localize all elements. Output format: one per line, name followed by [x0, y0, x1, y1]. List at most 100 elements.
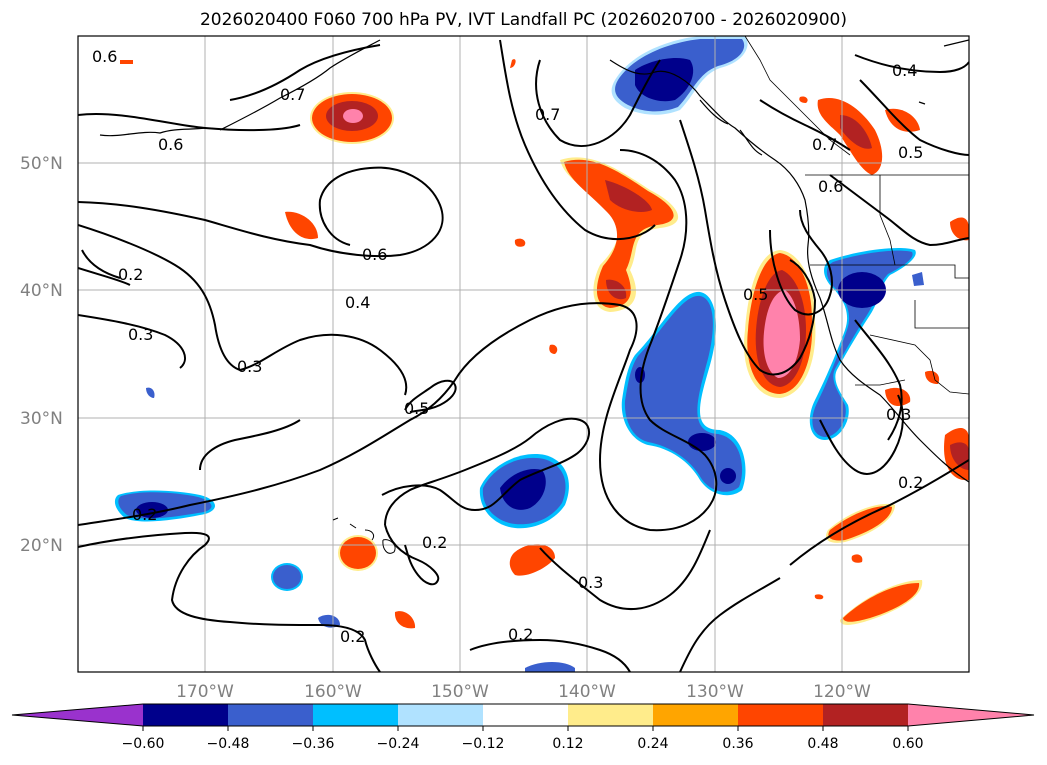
- contour-label: 0.6: [362, 245, 387, 264]
- contour-label: 0.5: [898, 143, 923, 162]
- contour-labels: 0.6 0.7 0.6 0.7 0.4 0.5 0.7 0.6 0.6 0.2 …: [92, 47, 923, 646]
- contour-0.3-west: [78, 314, 186, 369]
- contour-0.4-east: [854, 54, 969, 74]
- positive-anomaly-north: [310, 92, 394, 144]
- colorbar-extend-min: [12, 704, 143, 726]
- contour-0.2-southeast: [789, 459, 969, 566]
- contour-label: 0.3: [128, 325, 153, 344]
- contour-0.6-center: [78, 166, 444, 258]
- contour-label: 0.2: [340, 627, 365, 646]
- negative-anomaly-alaska: [611, 36, 748, 115]
- contour-0.6-northwest: [78, 113, 301, 132]
- contour-label: 0.3: [237, 357, 262, 376]
- contour-label: 0.2: [118, 265, 143, 284]
- colorbar-tick-label: 0.48: [807, 736, 838, 752]
- gridlines: [78, 36, 969, 672]
- colorbar-segment: [738, 704, 824, 726]
- contour-0.7-north: [229, 44, 381, 101]
- colorbar-extend-max: [908, 704, 1034, 726]
- contour-0.5-trough: [679, 119, 817, 376]
- contour-0.2-west: [78, 249, 131, 286]
- contour-label: 0.6: [818, 177, 843, 196]
- lon-label: 170°W: [176, 682, 234, 702]
- contour-label: 0.6: [158, 135, 183, 154]
- contour-label: 0.7: [280, 85, 305, 104]
- coastlines: [99, 39, 969, 483]
- contour-label: 0.2: [898, 473, 923, 492]
- contour-label: 0.5: [743, 285, 768, 304]
- lat-label: 30°N: [20, 409, 63, 429]
- colorbar-tick-label: −0.60: [122, 736, 165, 752]
- contour-0.6-coast: [829, 174, 969, 247]
- colorbar-tick-label: 0.12: [552, 736, 583, 752]
- colorbar-segment: [228, 704, 314, 726]
- contour-label: 0.2: [508, 625, 533, 644]
- colorbar-tick-label: 0.36: [722, 736, 753, 752]
- contour-0.2-center: [384, 524, 440, 586]
- contour-label: 0.2: [132, 505, 157, 524]
- contour-0.4: [78, 224, 408, 396]
- contour-label: 0.4: [345, 293, 370, 312]
- contour-0.2-bottom: [469, 638, 631, 672]
- colorbar-tick-label: 0.60: [892, 736, 923, 752]
- lon-label: 160°W: [304, 682, 362, 702]
- contour-0.7-trough: [535, 59, 661, 147]
- contour-label: 0.6: [92, 47, 117, 66]
- contour-0.2-right: [679, 577, 781, 672]
- contour-label: 0.5: [404, 399, 429, 418]
- contour-label: 0.2: [422, 533, 447, 552]
- hawaii-islands: [332, 517, 396, 554]
- lon-label: 130°W: [686, 682, 744, 702]
- contour-0.6-trough: [499, 39, 656, 241]
- lon-label: 120°W: [813, 682, 871, 702]
- map-title: 2026020400 F060 700 hPa PV, IVT Landfall…: [199, 10, 847, 30]
- negative-anomaly-southwest: [114, 387, 575, 672]
- contour-label: 0.4: [892, 61, 917, 80]
- contour-0.4-lower: [199, 419, 301, 471]
- contour-0.3-south: [381, 417, 590, 526]
- map-area: [78, 36, 969, 672]
- contour-0.6-east: [769, 209, 833, 316]
- contour-0.3-lower: [539, 529, 711, 611]
- contour-0.5-lower: [404, 379, 457, 413]
- colorbar-segment: [143, 704, 229, 726]
- colorbar-tick-label: 0.24: [637, 736, 668, 752]
- colorbar-tick-label: −0.24: [377, 736, 420, 752]
- lat-label: 40°N: [20, 281, 63, 301]
- positive-anomaly-south: [120, 59, 923, 629]
- lon-label: 150°W: [431, 682, 489, 702]
- colorbar-segment: [568, 704, 654, 726]
- political-borders: [744, 36, 969, 395]
- positive-anomaly-streak: [560, 157, 679, 312]
- contour-0.2-southwest: [78, 531, 381, 672]
- colorbar-tick-label: −0.12: [462, 736, 505, 752]
- colorbar-segment: [823, 704, 909, 726]
- contour-0.5-east: [859, 79, 969, 156]
- contour-0.7-east: [759, 99, 851, 151]
- map-border: [77, 35, 970, 673]
- colorbar-segment: [398, 704, 484, 726]
- contour-label: 0.3: [578, 573, 603, 592]
- colorbar-segment: [313, 704, 399, 726]
- longitude-labels: 170°W 160°W 150°W 140°W 130°W 120°W: [176, 682, 871, 702]
- lat-label: 50°N: [20, 154, 63, 174]
- anomaly-shading: [114, 36, 969, 672]
- pv-contours: [78, 39, 969, 672]
- colorbar-segment: [653, 704, 739, 726]
- latitude-labels: 50°N 40°N 30°N 20°N: [20, 154, 63, 556]
- colorbar-tick-label: −0.48: [207, 736, 250, 752]
- positive-anomaly-plume: [744, 250, 816, 398]
- contour-0.5-right: [819, 394, 904, 475]
- colorbar-tick-label: −0.36: [292, 736, 335, 752]
- contour-0.5-mid: [78, 149, 718, 532]
- contour-label: 0.7: [812, 135, 837, 154]
- contour-label: 0.3: [886, 405, 911, 424]
- lat-label: 20°N: [20, 536, 63, 556]
- lon-label: 140°W: [558, 682, 616, 702]
- positive-anomaly-northeast: [285, 98, 969, 481]
- contour-label: 0.7: [535, 105, 560, 124]
- contour-0.3-east: [854, 319, 903, 441]
- colorbar: −0.60 −0.48 −0.36 −0.24 −0.12 0.12 0.24 0.36 0.4…: [11, 703, 1035, 752]
- colorbar-segment: [483, 704, 569, 726]
